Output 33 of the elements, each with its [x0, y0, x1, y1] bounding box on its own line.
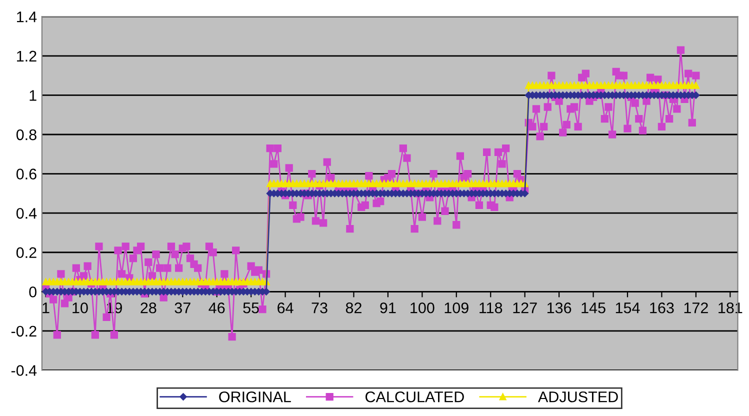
x-tick-label: 91 — [380, 302, 396, 314]
y-tick-label: 0.8 — [16, 129, 36, 140]
x-tick-label: 127 — [513, 302, 537, 314]
x-tick-label: 55 — [243, 302, 259, 314]
x-tick-label: 46 — [208, 302, 225, 314]
y-tick-label: -0.4 — [11, 365, 37, 376]
x-tick-label: 100 — [410, 302, 434, 314]
x-tick-label: 154 — [616, 302, 640, 314]
x-tick-label: 172 — [684, 302, 708, 314]
legend-label: CALCULATED — [366, 391, 464, 402]
x-tick-label: 82 — [346, 302, 362, 314]
legend-label: ORIGINAL — [219, 391, 291, 402]
x-tick-label: 181 — [718, 302, 742, 314]
y-tick-label: 0 — [29, 286, 36, 298]
x-tick-label: 37 — [174, 302, 190, 314]
y-tick-label: 1.2 — [17, 50, 36, 62]
x-tick-label: 1 — [42, 302, 50, 314]
x-tick-label: 10 — [72, 302, 88, 314]
x-tick-label: 136 — [547, 302, 572, 314]
x-tick-label: 109 — [444, 302, 468, 314]
x-tick-label: 118 — [480, 302, 502, 314]
y-tick-label: 0.4 — [16, 208, 37, 219]
x-tick-label: 145 — [582, 302, 606, 314]
y-tick-label: 1 — [30, 90, 36, 101]
x-tick-label: 73 — [312, 302, 328, 314]
x-tick-label: 28 — [140, 302, 156, 314]
legend-label: ADJUSTED — [538, 391, 618, 402]
y-tick-label: 0.6 — [16, 168, 36, 180]
x-tick-label: 163 — [650, 302, 674, 314]
x-tick-label: 64 — [278, 302, 294, 314]
y-tick-label: 1.4 — [17, 12, 37, 22]
y-tick-label: 0.2 — [16, 247, 36, 258]
y-tick-label: -0.2 — [11, 326, 36, 337]
